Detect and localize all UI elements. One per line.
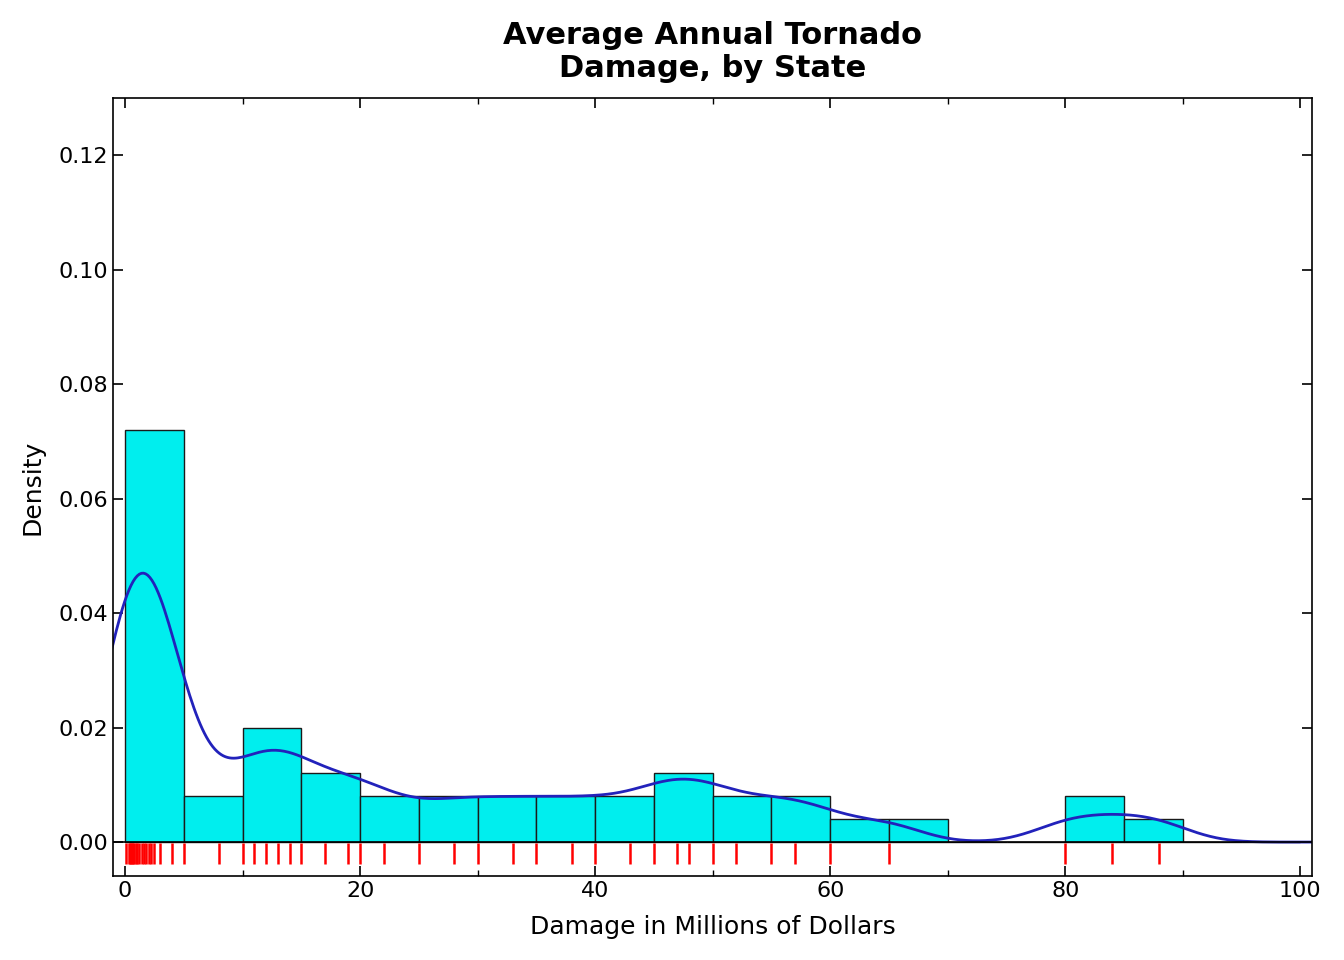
Bar bbox=[536, 796, 595, 842]
Bar bbox=[360, 796, 419, 842]
Bar bbox=[595, 796, 655, 842]
Bar bbox=[888, 819, 948, 842]
Bar bbox=[1066, 796, 1124, 842]
Y-axis label: Density: Density bbox=[22, 440, 44, 535]
Bar bbox=[831, 819, 888, 842]
Bar bbox=[655, 774, 712, 842]
Bar bbox=[243, 728, 301, 842]
Bar bbox=[771, 796, 831, 842]
X-axis label: Damage in Millions of Dollars: Damage in Millions of Dollars bbox=[530, 915, 895, 939]
Bar bbox=[712, 796, 771, 842]
Bar bbox=[419, 796, 477, 842]
Bar bbox=[184, 796, 243, 842]
Bar bbox=[1124, 819, 1183, 842]
Bar bbox=[125, 430, 184, 842]
Bar bbox=[477, 796, 536, 842]
Bar bbox=[301, 774, 360, 842]
Title: Average Annual Tornado
Damage, by State: Average Annual Tornado Damage, by State bbox=[503, 21, 922, 84]
